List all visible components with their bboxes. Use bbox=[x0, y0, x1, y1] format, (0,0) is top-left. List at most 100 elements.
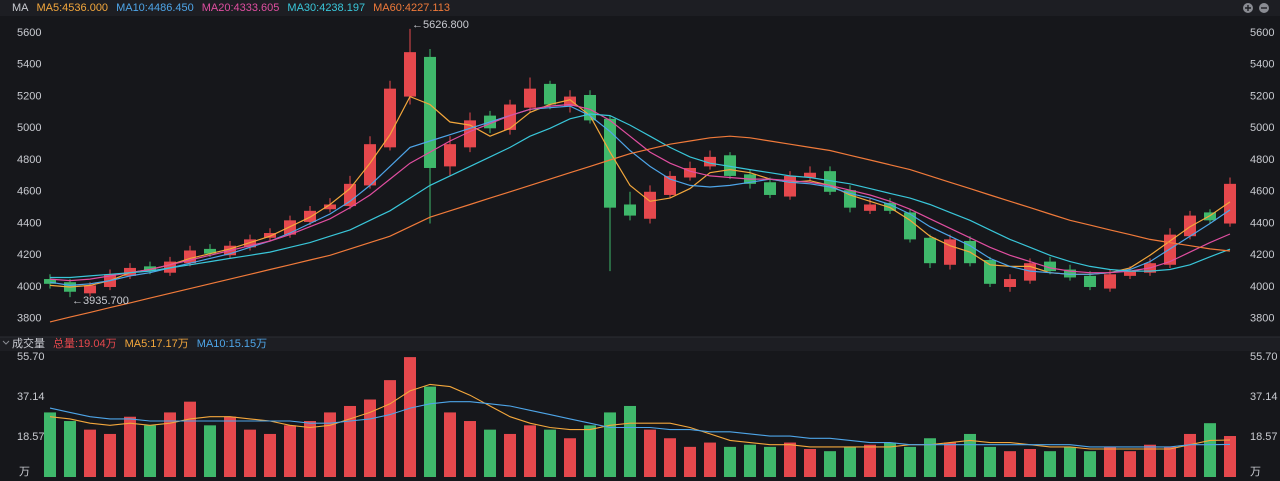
volume-bar bbox=[1024, 449, 1036, 477]
volume-bar bbox=[144, 425, 156, 477]
volume-bar bbox=[184, 401, 196, 477]
ma-line bbox=[49, 135, 1231, 323]
volume-bar bbox=[204, 425, 216, 477]
candle-body bbox=[1004, 279, 1016, 287]
candle-body bbox=[364, 144, 376, 186]
y-tick-label: 5400 bbox=[1250, 59, 1274, 71]
candle-body bbox=[384, 88, 396, 148]
y-tick-label: 37.14 bbox=[17, 391, 45, 403]
volume-bar bbox=[224, 416, 236, 477]
candle-body bbox=[204, 248, 216, 254]
y-tick-label: 4400 bbox=[17, 217, 41, 229]
volume-bar bbox=[924, 438, 936, 477]
price-header bbox=[0, 0, 1280, 16]
volume-bar bbox=[884, 442, 896, 477]
volume-bar bbox=[1084, 451, 1096, 477]
volume-bar bbox=[344, 405, 356, 477]
candle-body bbox=[424, 56, 436, 168]
volume-bar bbox=[284, 425, 296, 477]
annotation: ←5626.800 bbox=[412, 19, 469, 31]
candle-body bbox=[304, 210, 316, 222]
volume-bar bbox=[504, 433, 516, 477]
y-tick-label: 37.14 bbox=[1250, 391, 1278, 403]
candle-body bbox=[864, 204, 876, 211]
candle-body bbox=[264, 233, 276, 238]
y-tick-label: 55.70 bbox=[17, 351, 45, 363]
volume-bar bbox=[404, 357, 416, 477]
candle-body bbox=[1044, 261, 1056, 272]
candle-body bbox=[44, 279, 56, 284]
volume-bar bbox=[424, 386, 436, 477]
candle-body bbox=[444, 144, 456, 167]
y-tick-label: 4800 bbox=[17, 154, 41, 166]
y-tick-label: 4000 bbox=[1250, 281, 1274, 293]
volume-bar bbox=[44, 412, 56, 477]
volume-bar bbox=[1124, 451, 1136, 477]
candle-body bbox=[784, 175, 796, 197]
candle-body bbox=[124, 267, 136, 276]
volume-bar bbox=[264, 433, 276, 477]
y-tick-label: 18.57 bbox=[1250, 431, 1278, 443]
legend-entry: MA5:4536.000 bbox=[37, 2, 109, 14]
y-tick-label: 5600 bbox=[17, 27, 41, 39]
volume-bar bbox=[1144, 444, 1156, 477]
y-tick-label: 4200 bbox=[1250, 249, 1274, 261]
volume-bar bbox=[684, 446, 696, 477]
candle-body bbox=[504, 104, 516, 130]
candle-body bbox=[1224, 183, 1236, 224]
y-tick-label: 3800 bbox=[17, 313, 41, 325]
candle-body bbox=[804, 172, 816, 178]
volume-bar bbox=[564, 438, 576, 477]
volume-header bbox=[0, 337, 1280, 351]
y-tick-label: 5000 bbox=[1250, 122, 1274, 134]
candle-body bbox=[904, 212, 916, 240]
y-tick-label: 5200 bbox=[17, 90, 41, 102]
volume-bar bbox=[784, 442, 796, 477]
volume-bar bbox=[1064, 446, 1076, 477]
volume-bar bbox=[624, 405, 636, 477]
volume-bar bbox=[464, 421, 476, 477]
volume-bar bbox=[324, 412, 336, 477]
volume-bar bbox=[824, 451, 836, 477]
candle-body bbox=[524, 88, 536, 108]
legend-entry: MA10:15.15万 bbox=[197, 338, 267, 350]
y-tick-label: 4800 bbox=[1250, 154, 1274, 166]
volume-bar bbox=[544, 429, 556, 477]
y-tick-label: 18.57 bbox=[17, 431, 45, 443]
y-tick-label: 5000 bbox=[17, 122, 41, 134]
ma-line bbox=[49, 105, 1231, 287]
y-tick-label: 3800 bbox=[1250, 313, 1274, 325]
volume-bar bbox=[584, 425, 596, 477]
annotation: ←3935.700 bbox=[72, 295, 129, 307]
volume-bar bbox=[1184, 433, 1196, 477]
candle-body bbox=[1124, 271, 1136, 276]
candle-body bbox=[84, 285, 96, 294]
collapse-icon[interactable] bbox=[2, 340, 10, 345]
volume-bar bbox=[244, 429, 256, 477]
volume-bar bbox=[804, 449, 816, 477]
candle-body bbox=[764, 182, 776, 195]
volume-bar bbox=[904, 446, 916, 477]
y-tick-label: 4000 bbox=[17, 281, 41, 293]
volume-bar bbox=[704, 442, 716, 477]
y-tick-label: 55.70 bbox=[1250, 351, 1278, 363]
zoom-out-icon[interactable] bbox=[1259, 3, 1269, 13]
candle-body bbox=[244, 239, 256, 248]
volume-bar bbox=[1044, 451, 1056, 477]
candle-body bbox=[1064, 269, 1076, 278]
volume-bar bbox=[764, 446, 776, 477]
y-tick-label: 4600 bbox=[1250, 186, 1274, 198]
ma-line bbox=[49, 103, 1231, 282]
volume-ma-line bbox=[49, 401, 1231, 448]
volume-bar bbox=[724, 446, 736, 477]
candle-body bbox=[144, 266, 156, 272]
candle-body bbox=[184, 250, 196, 264]
zoom-in-icon[interactable] bbox=[1243, 3, 1253, 13]
candle-body bbox=[404, 52, 416, 97]
pane-title: MA bbox=[12, 2, 29, 14]
candle-body bbox=[1084, 275, 1096, 287]
legend-entry: 总量:19.04万 bbox=[53, 336, 117, 350]
volume-bar bbox=[1104, 446, 1116, 477]
